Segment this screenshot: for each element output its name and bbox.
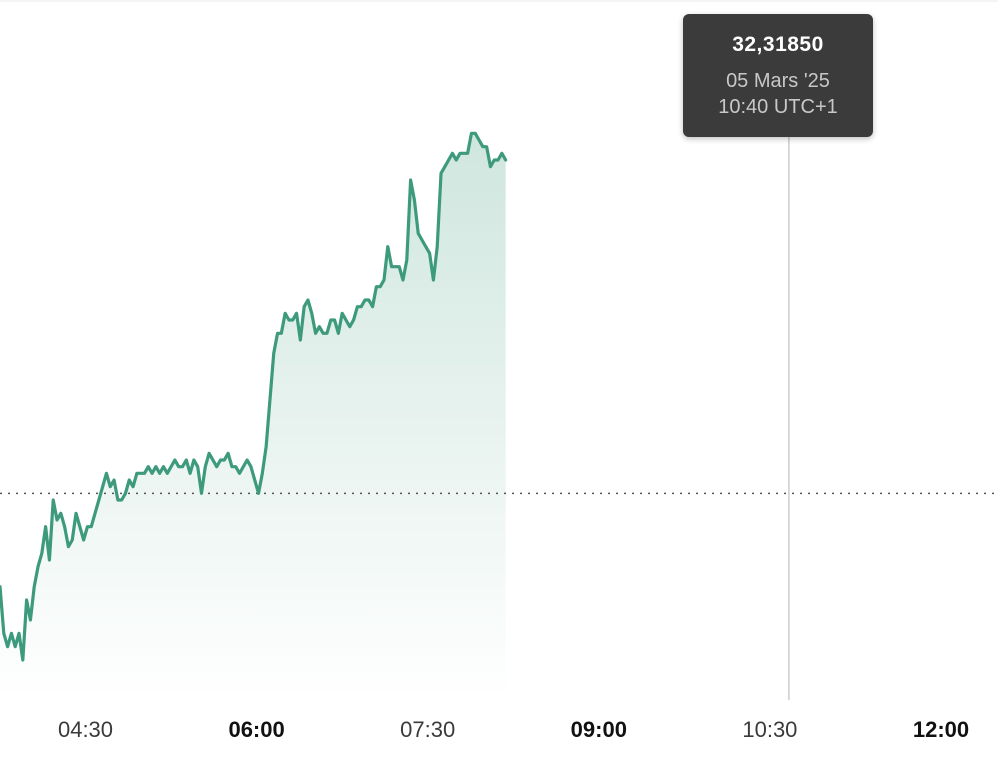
x-axis-ticks: 04:30 06:00 07:30 09:00 10:30 12:00 xyxy=(58,717,969,742)
tooltip-date: 05 Mars '25 xyxy=(726,70,830,92)
tooltip-time: 10:40 UTC+1 xyxy=(718,96,838,118)
x-tick-label: 12:00 xyxy=(913,717,969,742)
price-area-fill xyxy=(0,133,506,700)
x-tick-label: 07:30 xyxy=(400,717,455,742)
price-tooltip: 32,31850 05 Mars '25 10:40 UTC+1 xyxy=(683,14,873,137)
tooltip-value: 32,31850 xyxy=(732,33,824,56)
price-line xyxy=(0,131,508,662)
x-tick-label: 06:00 xyxy=(228,717,284,742)
x-tick-label: 04:30 xyxy=(58,717,113,742)
x-tick-label: 09:00 xyxy=(571,717,627,742)
x-tick-label: 10:30 xyxy=(742,717,797,742)
